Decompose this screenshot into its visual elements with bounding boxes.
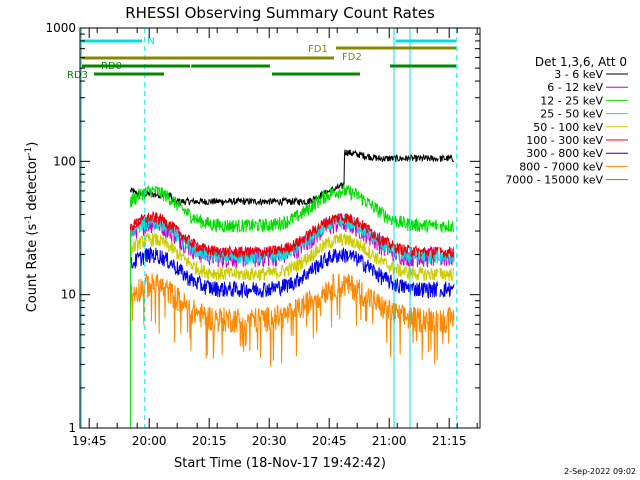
night-label: N [147, 36, 154, 47]
y-axis-label-end: ) [25, 142, 40, 147]
x-tick-label: 21:00 [372, 434, 407, 448]
x-tick-label: 20:15 [192, 434, 227, 448]
legend-entry-7: 300 - 800 keV [526, 147, 603, 160]
y-tick-label: 1 [68, 421, 76, 435]
series-line-8 [129, 273, 455, 367]
series-line-5 [129, 233, 455, 282]
legend-title: Det 1,3,6, Att 0 [535, 55, 627, 69]
y-axis-label-main: Count Rate (s [25, 224, 40, 313]
x-tick-label: 20:00 [132, 434, 167, 448]
legend-entry-3: 12 - 25 keV [540, 94, 603, 107]
y-tick-label: 10 [61, 288, 76, 302]
legend-entry-1: 3 - 6 keV [554, 68, 603, 81]
marker-layer: N FD1 FD2 RD0 RD3 [67, 28, 458, 428]
legend-entry-4: 25 - 50 keV [540, 108, 603, 121]
flag-label-rd0: RD0 [101, 61, 122, 72]
x-tick-label: 20:30 [252, 434, 287, 448]
flag-label-rd3: RD3 [67, 70, 88, 81]
x-axis-label: Start Time (18-Nov-17 19:42:42) [174, 456, 386, 471]
series-3 [129, 184, 455, 234]
series-line-1 [129, 149, 455, 207]
y-axis-label: Count Rate (s-1 detector-1) [24, 142, 40, 313]
series-line-6 [129, 210, 455, 260]
x-tick-label: 20:45 [312, 434, 347, 448]
legend-entry-2: 6 - 12 keV [547, 81, 603, 94]
series-line-3 [129, 184, 455, 234]
legend-entry-8: 800 - 7000 keV [519, 160, 603, 173]
series-5 [129, 233, 455, 282]
y-axis-label-sup1: -1 [24, 215, 34, 224]
y-axis-label-sup2: -1 [24, 147, 34, 156]
x-tick-label: 21:15 [432, 434, 467, 448]
legend-entry-9: 7000 - 15000 keV [505, 174, 603, 187]
series-7 [129, 247, 455, 299]
legend-entry-5: 50 - 100 keV [533, 121, 603, 134]
x-tick-label: 19:45 [72, 434, 107, 448]
legend-entry-6: 100 - 300 keV [526, 134, 603, 147]
chart-title: RHESSI Observing Summary Count Rates [125, 4, 435, 22]
y-axis-label-mid: detector [25, 155, 40, 215]
footer-date: 2-Sep-2022 09:02 [564, 467, 636, 476]
series-line-7 [129, 247, 455, 299]
series-8 [129, 273, 455, 367]
series-6 [129, 210, 455, 260]
y-tick-label: 100 [53, 154, 76, 168]
axes-layer: 1 10 100 1000 19:45 20:00 20:15 20:30 20:45 21:00… [45, 21, 481, 448]
data-layer [129, 149, 455, 428]
flag-label-fd2: FD2 [342, 52, 362, 63]
y-tick-label: 1000 [45, 21, 76, 35]
flag-label-fd1: FD1 [308, 44, 328, 55]
plot-frame [79, 27, 481, 429]
series-1 [129, 149, 455, 207]
